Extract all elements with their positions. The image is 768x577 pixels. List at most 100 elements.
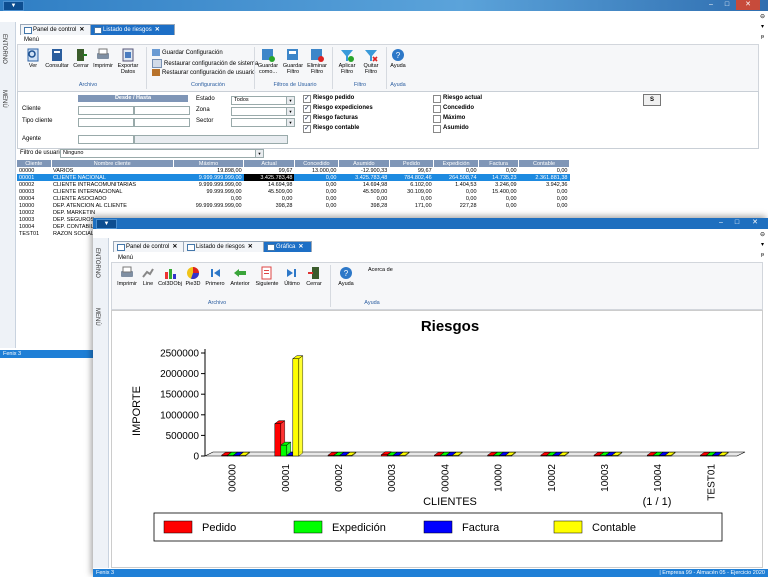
aplicar-filtro-button[interactable]: Aplicar Filtro [336, 48, 358, 75]
chevron-down-icon[interactable]: ▾ [760, 24, 764, 30]
cerrar-button[interactable]: Cerrar [304, 266, 324, 287]
table-row[interactable]: 10002 DEP. MARKETIN [17, 209, 570, 216]
tab-listado-riesgos[interactable]: Listado de riesgos ✕ [90, 24, 175, 35]
exportar-button[interactable]: Exportar Datos [116, 48, 140, 75]
quitar-filtro-button[interactable]: Quitar Filtro [360, 48, 382, 75]
col3dobj-button[interactable]: Col3DObj [158, 266, 182, 287]
tab-close-icon[interactable]: ✕ [247, 244, 253, 250]
tab-panel-control[interactable]: Panel de control ✕ [20, 24, 95, 35]
front-maximize-button[interactable]: □ [734, 219, 740, 226]
table-row[interactable]: 00000 VARIOS 19.898,00 99,67 13.000,00 -12.90… [17, 167, 570, 174]
cliente-hasta-input[interactable] [134, 106, 190, 115]
column-header[interactable]: Asumido [338, 160, 390, 167]
asumido-checkbox[interactable] [433, 125, 441, 133]
primero-button[interactable]: Primero [204, 266, 226, 287]
agente-desde-input[interactable] [78, 135, 134, 144]
chevron-down-icon[interactable]: ▼ [286, 108, 294, 115]
back-maximize-button[interactable]: □ [724, 1, 730, 8]
column-header[interactable]: Pedido [389, 160, 435, 167]
siguiente-button[interactable]: Siguiente [254, 266, 280, 287]
zona-select[interactable]: ▼ [231, 107, 295, 116]
back-app-menu-button[interactable]: ▼ [3, 1, 24, 11]
riesgo-actual-checkbox[interactable] [433, 95, 441, 103]
sidebar-entorno[interactable]: ENTORNO [94, 248, 100, 278]
table-cell: 6.102,00 [410, 181, 432, 188]
estado-select[interactable]: Todos ▼ [231, 96, 295, 105]
s-button[interactable]: S [643, 94, 661, 106]
back-close-button[interactable]: ✕ [736, 0, 760, 10]
tab-close-icon[interactable]: ✕ [79, 27, 85, 33]
table-row[interactable]: 10000 DEP. ATENCION AL CLIENTE 99.999.999.… [17, 202, 570, 209]
pin-icon[interactable]: ⊖ [759, 14, 765, 20]
table-row[interactable]: 00001 CLIENTE NACIONAL 9.999.999.999,00 3.4… [17, 174, 570, 181]
line-button[interactable]: Line [140, 266, 156, 287]
guardar-config-item[interactable]: Guardar Configuración [152, 49, 223, 56]
table-row[interactable]: 10003 DEP. SEGUROS [17, 216, 570, 223]
ayuda-button[interactable]: ? Ayuda [336, 266, 356, 287]
imprimir-button[interactable]: Imprimir [116, 266, 138, 287]
imprimir-button[interactable]: Imprimir [92, 48, 114, 69]
cliente-desde-input[interactable] [78, 106, 134, 115]
column-header[interactable]: Nombre cliente [51, 160, 174, 167]
table-cell: RAZON SOCIAL [53, 230, 94, 237]
guardar-como-button[interactable]: Guardar como... [256, 48, 280, 75]
chart-area: Riesgos 0 500000 1000000 1500000 2000000 25000… [111, 310, 763, 568]
chevron-down-icon[interactable]: ▼ [286, 97, 294, 104]
front-minimize-button[interactable]: – [719, 219, 723, 226]
sidebar-menu[interactable]: MENÚ [1, 90, 7, 108]
restaurar-sistema-item[interactable]: Restaurar configuración de sistema [152, 59, 258, 68]
tab-listado-riesgos[interactable]: Listado de riesgos ✕ [183, 241, 268, 252]
eliminar-filtro-button[interactable]: Eliminar Filtro [306, 48, 328, 75]
tab-close-icon[interactable]: ✕ [154, 27, 160, 33]
column-header[interactable]: Máximo [173, 160, 245, 167]
consultar-button[interactable]: Consultar [44, 48, 70, 69]
column-header[interactable]: Cliente [17, 160, 52, 167]
pin-icon[interactable]: ⊖ [759, 232, 765, 238]
tipo-hasta-input[interactable] [134, 118, 190, 127]
menu-label[interactable]: Menú [118, 255, 134, 261]
column-header[interactable]: Factura [478, 160, 520, 167]
anterior-button[interactable]: Anterior [228, 266, 252, 287]
tab-close-icon[interactable]: ✕ [172, 244, 178, 250]
table-row[interactable]: 00003 CLIENTE INTERNACIONAL 99.999.999,00 4… [17, 188, 570, 195]
ultimo-button[interactable]: Último [282, 266, 302, 287]
pie3d-button[interactable]: Pie3D [184, 266, 202, 287]
riesgo-facturas-checkbox[interactable] [303, 114, 311, 123]
user-filter-select[interactable]: Ninguno ▼ [60, 149, 264, 158]
back-minimize-button[interactable]: – [709, 1, 713, 8]
chevron-down-icon[interactable]: ▾ [760, 242, 764, 248]
front-close-button[interactable]: ✕ [752, 219, 758, 226]
sidebar-menu[interactable]: MENÚ [94, 308, 100, 326]
pin-small-icon[interactable]: ᵽ [761, 34, 764, 40]
column-header[interactable]: Concedido [294, 160, 339, 167]
front-app-menu-button[interactable]: ▼ [96, 219, 117, 229]
tab-panel-control[interactable]: Panel de control ✕ [113, 241, 188, 252]
sector-select[interactable]: ▼ [231, 118, 295, 127]
table-row[interactable]: 00004 CLIENTE ASOCIADO 0,00 0,00 0,00 0,00 0,0… [17, 195, 570, 202]
restaurar-usuario-item[interactable]: Restaurar configuración de usuario [152, 69, 255, 76]
tab-grafica[interactable]: Gráfica ✕ [263, 241, 312, 252]
table-row[interactable]: TEST01 RAZON SOCIAL [17, 230, 570, 237]
tab-close-icon[interactable]: ✕ [298, 244, 304, 250]
column-header[interactable]: Actual [243, 160, 295, 167]
sidebar-entorno[interactable]: ENTORNO [1, 34, 7, 64]
riesgo-contable-checkbox[interactable] [303, 124, 311, 133]
concedido-checkbox[interactable] [433, 105, 441, 113]
menu-label[interactable]: Menú [24, 37, 40, 43]
acerca-de-item[interactable]: Acerca de [368, 267, 393, 273]
table-row[interactable]: 10004 DEP. CONTABIL [17, 223, 570, 230]
column-header[interactable]: Contable [518, 160, 570, 167]
riesgo-expediciones-checkbox[interactable] [303, 104, 311, 113]
column-header[interactable]: Expedición [433, 160, 480, 167]
tipo-desde-input[interactable] [78, 118, 134, 127]
chevron-down-icon[interactable]: ▼ [286, 119, 294, 126]
ayuda-button[interactable]: ? Ayuda [388, 48, 408, 69]
pin-small-icon[interactable]: ᵽ [761, 252, 764, 258]
chevron-down-icon[interactable]: ▼ [255, 150, 263, 157]
ver-button[interactable]: Ver [24, 48, 42, 69]
cerrar-button[interactable]: Cerrar [72, 48, 90, 69]
table-row[interactable]: 00002 CLIENTE INTRACOMUNITARIAS 9.999.999.… [17, 181, 570, 188]
guardar-filtro-button[interactable]: Guardar Filtro [282, 48, 304, 75]
maximo-checkbox[interactable] [433, 115, 441, 123]
riesgo-pedido-checkbox[interactable] [303, 94, 311, 103]
